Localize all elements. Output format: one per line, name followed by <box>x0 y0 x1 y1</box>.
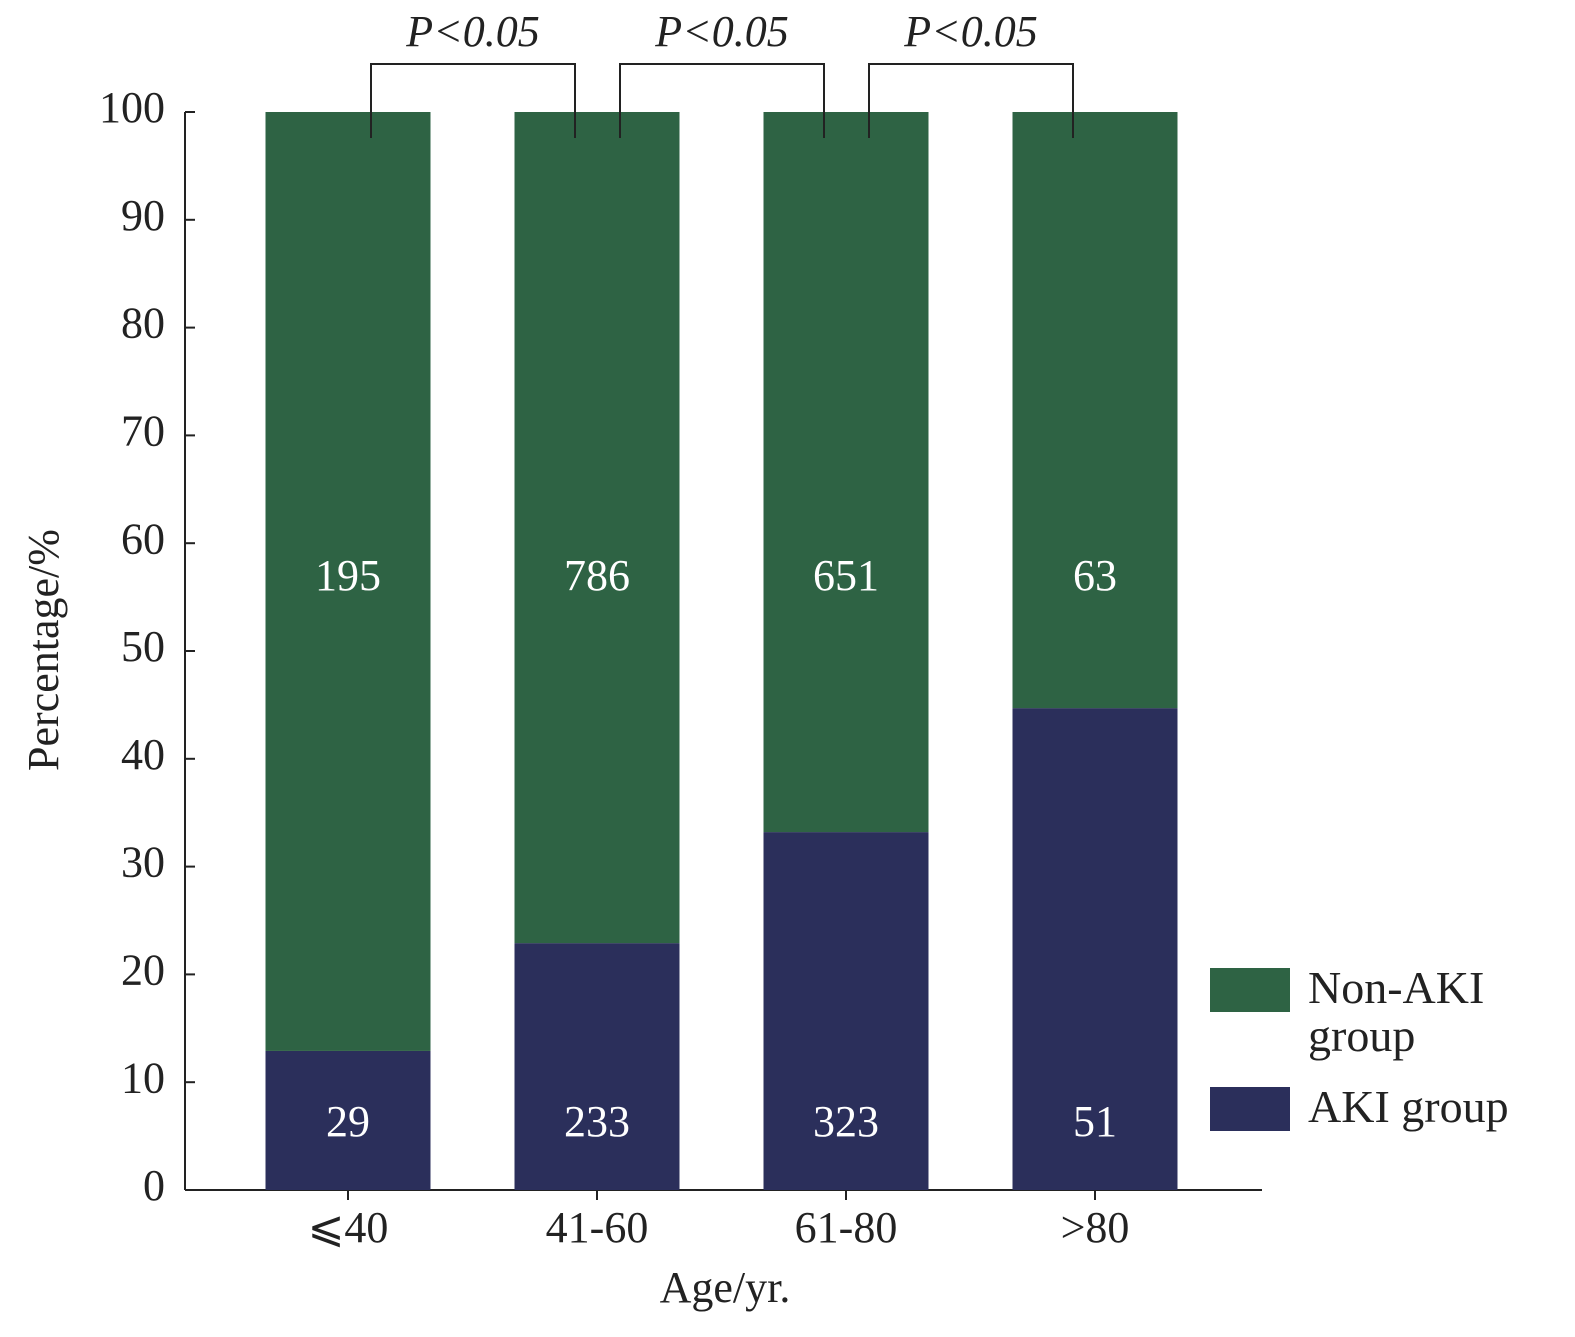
y-tick-label: 0 <box>143 1161 165 1210</box>
annotation: P<0.05 <box>903 7 1038 56</box>
bar-segment <box>763 832 929 1190</box>
y-tick-label: 90 <box>121 191 165 240</box>
data-label: 29 <box>326 1097 370 1146</box>
bar-segment <box>265 1050 431 1190</box>
annotation: P<0.05 <box>654 7 789 56</box>
data-label: 786 <box>564 551 630 600</box>
data-label: 63 <box>1073 551 1117 600</box>
bar-segment <box>514 943 680 1190</box>
y-tick-label: 100 <box>99 83 165 132</box>
y-axis-label: Percentage/% <box>19 529 68 771</box>
legend-swatch <box>1210 1087 1290 1131</box>
x-axis-label: Age/yr. <box>660 1263 791 1312</box>
legend-swatch <box>1210 968 1290 1012</box>
data-label: 233 <box>564 1097 630 1146</box>
y-tick-label: 10 <box>121 1053 165 1102</box>
y-tick-label: 20 <box>121 945 165 994</box>
x-tick-label: 41-60 <box>546 1203 649 1252</box>
y-tick-label: 70 <box>121 406 165 455</box>
bracket <box>619 63 825 138</box>
bar-segment <box>265 112 431 1051</box>
data-label: 51 <box>1073 1097 1117 1146</box>
x-tick-label: 61-80 <box>795 1203 898 1252</box>
bar-segment <box>1012 112 1178 709</box>
data-label: 195 <box>315 551 381 600</box>
x-tick-label: >80 <box>1061 1203 1130 1252</box>
y-tick-label: 40 <box>121 730 165 779</box>
y-tick-label: 80 <box>121 299 165 348</box>
y-tick-label: 50 <box>121 622 165 671</box>
annotation: P<0.05 <box>405 7 540 56</box>
bar-segment <box>1012 708 1178 1190</box>
bar-segment <box>763 112 929 833</box>
legend-label: Non-AKI group <box>1308 962 1485 1061</box>
y-tick-label: 60 <box>121 514 165 563</box>
bar-segment <box>514 112 680 944</box>
legend-label: AKI group <box>1308 1081 1509 1132</box>
y-tick-label: 30 <box>121 838 165 887</box>
x-tick-label: ⩽40 <box>308 1203 389 1252</box>
data-label: 651 <box>813 551 879 600</box>
bracket <box>370 63 576 138</box>
bracket <box>868 63 1074 138</box>
data-label: 323 <box>813 1097 879 1146</box>
